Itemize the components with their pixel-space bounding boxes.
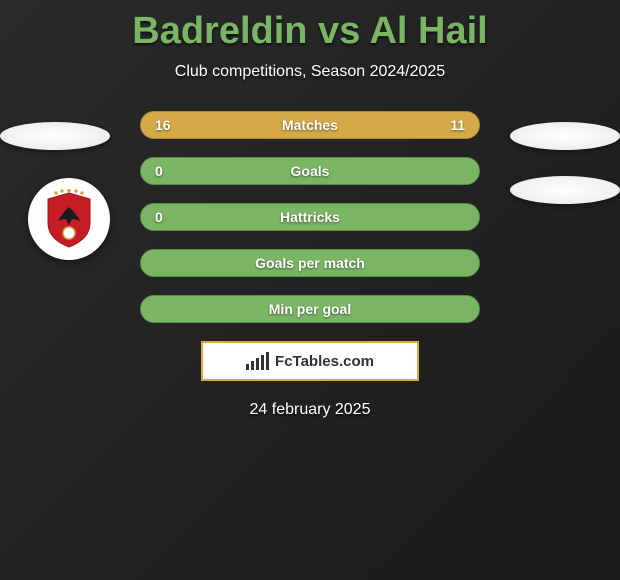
- stat-row-hattricks: 0 Hattricks: [140, 203, 480, 231]
- date-label: 24 february 2025: [250, 401, 371, 419]
- player-right-placeholder-2: [510, 176, 620, 204]
- stat-label: Min per goal: [269, 301, 351, 317]
- page-title: Badreldin vs Al Hail: [132, 10, 487, 53]
- stat-row-min-per-goal: Min per goal: [140, 295, 480, 323]
- stat-left-value: 0: [155, 163, 185, 179]
- stat-label: Goals: [291, 163, 330, 179]
- stat-left-value: 0: [155, 209, 185, 225]
- brand-watermark: FcTables.com: [201, 341, 419, 381]
- comparison-card: Badreldin vs Al Hail Club competitions, …: [0, 0, 620, 580]
- stat-label: Hattricks: [280, 209, 340, 225]
- stat-row-goals: 0 Goals: [140, 157, 480, 185]
- stat-label: Goals per match: [255, 255, 365, 271]
- shield-icon: [42, 189, 96, 249]
- page-subtitle: Club competitions, Season 2024/2025: [175, 63, 445, 81]
- stat-label: Matches: [282, 117, 338, 133]
- stat-row-goals-per-match: Goals per match: [140, 249, 480, 277]
- chart-bars-icon: [246, 352, 269, 370]
- stat-left-value: 16: [155, 117, 185, 133]
- club-badge-left: [28, 178, 110, 260]
- stat-row-matches: 16 Matches 11: [140, 111, 480, 139]
- stat-right-value: 11: [435, 117, 465, 133]
- player-right-placeholder: [510, 122, 620, 150]
- player-left-placeholder: [0, 122, 110, 150]
- brand-label: FcTables.com: [275, 353, 374, 370]
